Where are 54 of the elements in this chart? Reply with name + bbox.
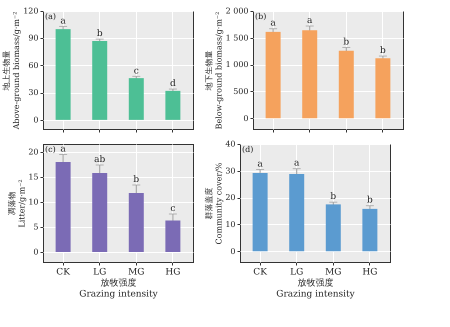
y-tick-label: 15 [28, 172, 38, 182]
x-tick-label: CK [56, 268, 70, 278]
y-axis-title: 地上生物量 Above-ground biomass/g·m⁻² [2, 12, 22, 130]
y-axis-title: 群落盖度 Community cover/% [204, 162, 224, 244]
annotation: b [133, 175, 140, 185]
annotation: b [366, 196, 373, 206]
annotation: b [96, 29, 103, 40]
y-tick-label: 10 [28, 198, 38, 206]
annotation: c [134, 66, 139, 76]
y-tick-label: 30 [28, 88, 38, 98]
annotation: b [330, 192, 336, 202]
y-tick-label: 1 500 [226, 33, 248, 42]
x-tick-label: MG [128, 268, 144, 278]
annotation: a [257, 159, 264, 170]
y-tick-label: 90 [28, 34, 38, 43]
annotation: a [270, 18, 276, 29]
y-tick-label: 5 [33, 222, 38, 232]
y-tick-label: 20 [28, 148, 38, 156]
y-axis-title: 地下生物量 Below-ground biomass/g·m⁻² [204, 12, 224, 130]
y-tick-label: 500 [233, 86, 248, 96]
x-axis-title: 放牧强度 Grazing intensity [79, 278, 159, 300]
y-tick-label: 20 [225, 193, 236, 202]
y-tick-label: 30 [225, 166, 236, 176]
annotation: c [170, 204, 176, 214]
x-axis-title: 放牧强度 Grazing intensity [276, 278, 356, 300]
y-tick-label: 0 [243, 114, 248, 123]
y-tick-label: 0 [33, 248, 38, 256]
y-tick-label: 0 [230, 246, 236, 256]
x-tick-label: HG [362, 268, 378, 278]
annotation: d [170, 79, 176, 90]
annotation: (d) [242, 145, 254, 154]
y-tick-label: 10 [225, 220, 236, 229]
annotation: (a) [45, 12, 56, 21]
y-tick-label: 1 000 [226, 60, 248, 70]
y-axis-title: 凋落物 Litter/g·m⁻² [7, 179, 26, 228]
x-tick-label: LG [93, 268, 106, 278]
y-tick-label: 120 [23, 6, 38, 16]
annotation: (b) [255, 12, 266, 21]
x-tick-label: LG [290, 268, 304, 278]
x-tick-label: MG [325, 268, 342, 278]
y-tick-label: 2 000 [226, 6, 248, 16]
annotation: b [380, 46, 386, 56]
annotation: (c) [45, 145, 56, 154]
y-tick-label: 60 [28, 60, 38, 70]
y-tick-label: 40 [225, 140, 236, 148]
annotation: b [343, 37, 350, 48]
annotation: ab [94, 155, 106, 165]
annotation: a [60, 144, 66, 154]
x-tick-label: HG [165, 268, 180, 278]
x-tick-label: CK [253, 268, 268, 278]
annotation: a [307, 16, 314, 26]
annotation: a [60, 16, 66, 26]
annotation: a [294, 158, 300, 169]
y-tick-label: 0 [33, 115, 38, 124]
